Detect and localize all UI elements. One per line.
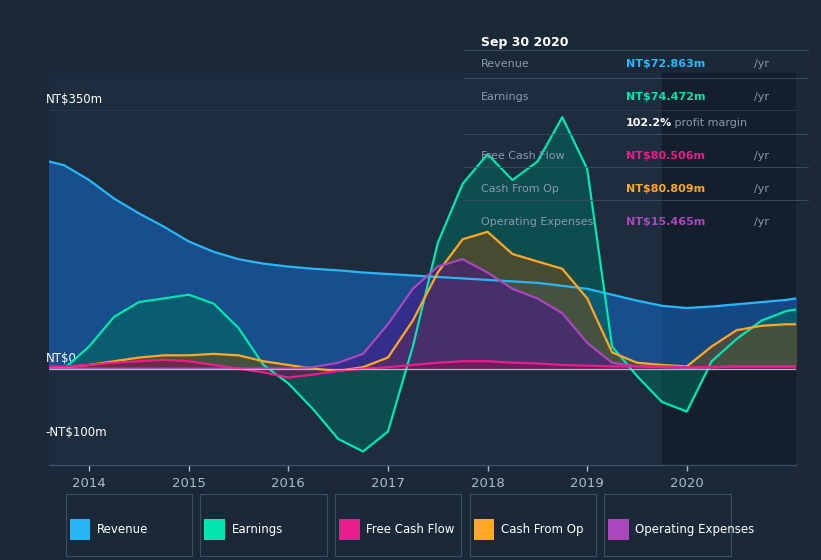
Text: Earnings: Earnings bbox=[232, 523, 283, 536]
Text: NT$72.863m: NT$72.863m bbox=[626, 59, 705, 69]
Text: -NT$100m: -NT$100m bbox=[45, 426, 108, 438]
Text: Earnings: Earnings bbox=[481, 92, 530, 102]
Bar bbox=[608, 519, 629, 540]
Text: NT$80.809m: NT$80.809m bbox=[626, 184, 705, 194]
Bar bbox=[604, 494, 731, 557]
Text: Revenue: Revenue bbox=[97, 523, 149, 536]
Text: Operating Expenses: Operating Expenses bbox=[481, 217, 594, 227]
Text: Free Cash Flow: Free Cash Flow bbox=[366, 523, 455, 536]
Text: Operating Expenses: Operating Expenses bbox=[635, 523, 754, 536]
Text: NT$74.472m: NT$74.472m bbox=[626, 92, 705, 102]
Bar bbox=[339, 519, 360, 540]
Text: /yr: /yr bbox=[754, 92, 768, 102]
Text: 102.2%: 102.2% bbox=[626, 118, 672, 128]
Text: /yr: /yr bbox=[754, 59, 768, 69]
Bar bbox=[70, 519, 90, 540]
Text: Revenue: Revenue bbox=[481, 59, 530, 69]
Text: /yr: /yr bbox=[754, 217, 768, 227]
Text: NT$80.506m: NT$80.506m bbox=[626, 151, 705, 161]
Text: NT$0: NT$0 bbox=[45, 352, 76, 365]
Bar bbox=[470, 494, 596, 557]
Bar bbox=[662, 73, 796, 465]
Text: profit margin: profit margin bbox=[671, 118, 747, 128]
Text: Cash From Op: Cash From Op bbox=[501, 523, 583, 536]
Text: /yr: /yr bbox=[754, 184, 768, 194]
Text: NT$350m: NT$350m bbox=[45, 93, 103, 106]
Bar bbox=[200, 494, 327, 557]
Bar bbox=[66, 494, 192, 557]
Text: NT$15.465m: NT$15.465m bbox=[626, 217, 705, 227]
Text: Sep 30 2020: Sep 30 2020 bbox=[481, 36, 569, 49]
Text: Cash From Op: Cash From Op bbox=[481, 184, 559, 194]
Text: /yr: /yr bbox=[754, 151, 768, 161]
Text: Free Cash Flow: Free Cash Flow bbox=[481, 151, 565, 161]
Bar bbox=[335, 494, 461, 557]
Bar bbox=[474, 519, 494, 540]
Bar bbox=[204, 519, 225, 540]
